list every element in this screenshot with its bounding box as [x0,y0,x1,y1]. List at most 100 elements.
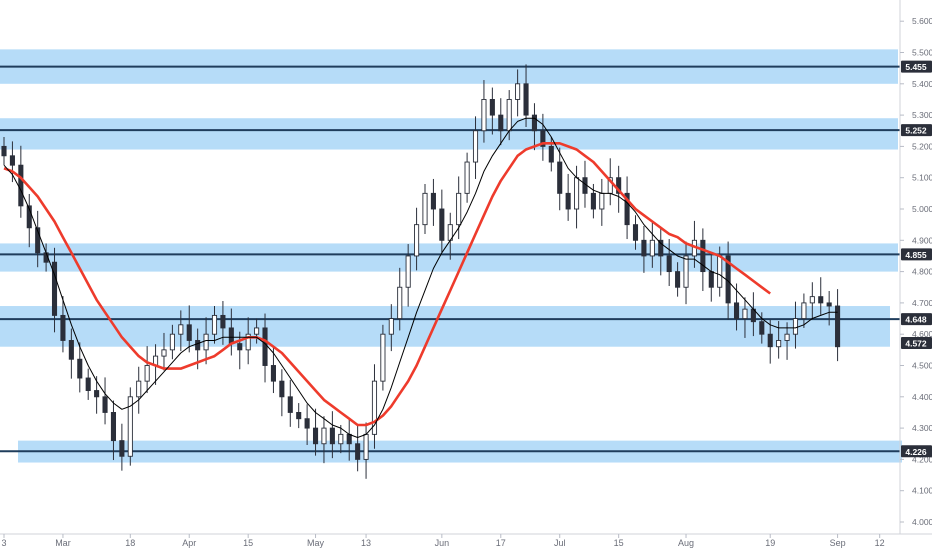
time-tick-label: 13 [361,538,371,548]
candle-up [321,416,327,464]
candle-up [169,324,175,360]
candle-up [649,220,655,268]
last-price-tag-bg [901,336,932,349]
candle-down [296,403,302,429]
candle-body [321,427,327,445]
candle-body [245,333,251,351]
candle-down [186,305,192,353]
level-price-tag-bg [901,445,932,458]
candle-down [531,103,538,151]
candle-body [506,98,512,132]
candle-up [338,424,344,454]
candle-up [574,165,580,229]
candle-down [632,215,639,250]
candle-down [767,319,773,364]
candle-body [792,318,799,335]
candle-up [464,152,470,203]
candle-down [624,176,630,240]
time-tick-label: 17 [496,538,506,548]
candle-up [809,282,815,320]
price-tick-label: 4.100 [912,486,932,496]
candle-body [472,130,479,163]
candle-body [632,224,639,241]
candle-body [186,324,192,341]
candle-body [809,296,815,304]
candle-up [388,304,394,352]
candle-body [228,327,234,345]
time-tick-label: Sep [830,538,846,548]
support-resistance-zone [0,243,898,272]
candle-down [489,87,495,135]
candle-body [329,427,335,445]
candle-down [68,328,74,379]
candle-up [380,324,386,391]
candle-down [666,239,672,286]
price-axis[interactable]: 4.000 4.100 4.200 4.300 4.400 4.500 4.600 4.700… [899,0,932,534]
candle-body [1,145,7,157]
candle-body [717,255,723,288]
candle-down [77,342,83,393]
time-tick-label: 12 [875,538,885,548]
candle-body [784,333,790,341]
level-price-tag-bg [901,313,932,326]
candle-up [405,244,411,307]
candle-up [363,422,369,479]
candle-body [127,396,133,457]
candle-down [557,147,563,211]
level-price-tag: 4.648 [905,315,927,325]
price-tick-label: 4.600 [912,329,932,339]
candle-down [287,379,293,427]
candle-body [211,314,218,335]
candle-body [287,396,293,413]
candle-body [414,224,420,257]
price-tags: 5.455 5.252 4.855 4.648 4.226 4.572 [901,60,932,458]
price-tick-label: 5.400 [912,79,932,89]
candle-body [18,164,24,207]
price-tick-label: 4.700 [912,298,932,308]
candle-up [801,293,807,328]
time-tick-label: May [307,538,325,548]
candle-down [641,225,647,273]
price-tick-label: 5.200 [912,141,932,151]
time-tick-label: 3 [1,538,6,548]
candle-body [178,324,184,335]
candle-body [60,314,66,341]
candle-body [531,114,538,132]
candle-body [371,380,378,435]
time-tick-label: 15 [243,538,253,548]
price-tick-label: 5.500 [912,48,932,58]
candle-up [397,267,403,331]
candle-body [136,380,142,398]
candle-body [270,365,276,382]
candle-up [371,364,378,449]
candle-down [733,283,740,331]
candle-body [489,98,495,116]
candle-body [68,340,74,360]
moving-average-slow [3,142,771,427]
candle-body [565,192,571,210]
candles-layer [1,64,841,479]
candle-body [94,390,100,398]
candle-down [26,193,32,248]
price-tick-label: 4.500 [912,361,932,371]
candle-down [102,377,108,425]
last-price-tag: 4.572 [905,338,927,348]
time-tick-label: Apr [182,538,196,548]
candle-body [742,308,748,320]
candle-down [51,247,58,333]
candle-up [254,318,260,344]
candle-down [523,64,529,127]
candle-body [85,377,91,391]
price-tick-label: 4.200 [912,454,932,464]
candle-down [18,145,24,218]
candle-body [430,192,436,210]
candle-down [565,173,571,221]
time-axis[interactable]: 3 Mar 18 Apr 15 May 13 Jun 17 Jul 15 Aug 19 Sep 12 [0,533,932,548]
candle-body [405,255,411,288]
candle-body [818,296,824,304]
candle-down [312,408,319,456]
candle-body [346,433,352,445]
candle-down [94,376,100,414]
candle-body [557,161,563,194]
